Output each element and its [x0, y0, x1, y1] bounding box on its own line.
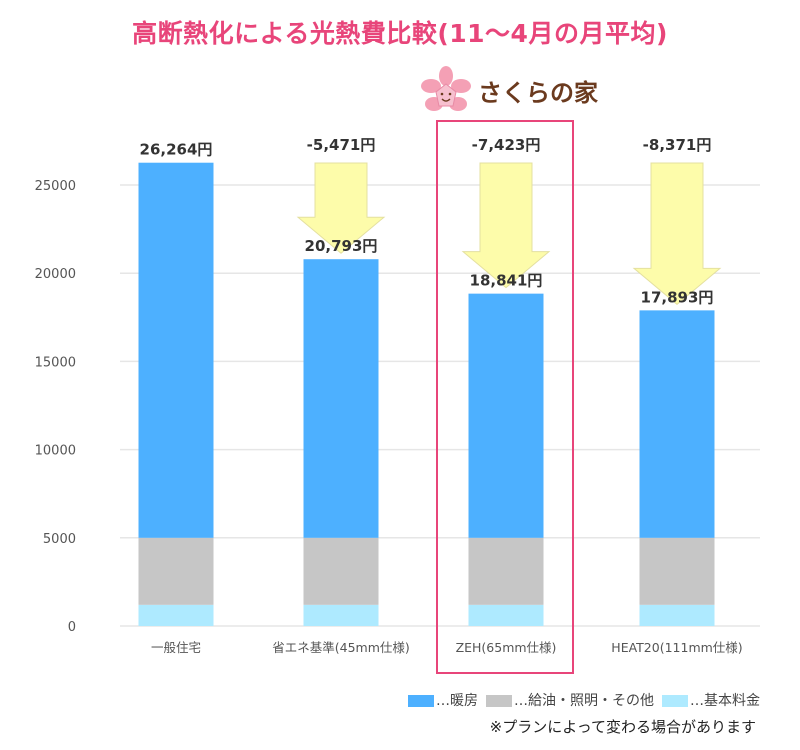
- logo-text: さくらの家: [478, 78, 598, 107]
- footnote: ※プランによって変わる場合があります: [489, 718, 756, 736]
- legend-swatch: [662, 695, 688, 707]
- x-tick-label: ZEH(65mm仕様): [456, 640, 557, 655]
- highlight-box: [436, 120, 574, 674]
- legend-prefix: …: [436, 693, 450, 709]
- legend-swatch: [408, 695, 434, 707]
- x-tick-label: HEAT20(111mm仕様): [611, 640, 742, 655]
- x-tick-label: 一般住宅: [151, 640, 201, 655]
- bar-segment: [138, 537, 214, 605]
- difference-label: -8,371円: [643, 136, 712, 154]
- y-tick-label: 25000: [35, 179, 76, 194]
- y-tick-label: 5000: [43, 532, 76, 547]
- reduction-arrow: [296, 162, 386, 254]
- legend: …暖房 …給油・照明・その他 …基本料金: [408, 690, 760, 710]
- chart-title: 高断熱化による光熱費比較(11～4月の月平均): [132, 19, 668, 48]
- legend-prefix: …: [514, 693, 528, 709]
- bar-segment: [303, 259, 379, 538]
- logo: さくらの家: [420, 66, 598, 114]
- legend-prefix: …: [690, 693, 704, 709]
- y-tick-label: 0: [68, 620, 76, 635]
- bar-segment: [303, 604, 379, 626]
- x-tick-label: 省エネ基準(45mm仕様): [272, 640, 410, 655]
- y-tick-label: 15000: [35, 355, 76, 370]
- bar-segment: [468, 537, 544, 605]
- total-label: 17,893円: [641, 288, 714, 306]
- total-label: 20,793円: [305, 237, 378, 255]
- reduction-arrow: [461, 162, 551, 289]
- legend-label: 暖房: [450, 693, 478, 709]
- bar-segment: [639, 310, 715, 538]
- bar-segment: [468, 293, 544, 538]
- bar-segment: [639, 537, 715, 605]
- legend-item-other: …給油・照明・その他: [486, 690, 654, 710]
- legend-label: 給油・照明・その他: [528, 693, 654, 709]
- legend-label: 基本料金: [704, 693, 760, 709]
- legend-item-heating: …暖房: [408, 690, 478, 710]
- reduction-arrow: [632, 162, 722, 306]
- bar-segment: [468, 604, 544, 626]
- difference-label: -7,423円: [472, 136, 541, 154]
- legend-item-base: …基本料金: [662, 690, 760, 710]
- legend-swatch: [486, 695, 512, 707]
- difference-label: -5,471円: [307, 136, 376, 154]
- y-tick-label: 20000: [35, 267, 76, 282]
- bar-segment: [639, 604, 715, 626]
- y-tick-label: 10000: [35, 444, 76, 459]
- bar-segment: [138, 604, 214, 626]
- total-label: 26,264円: [140, 141, 213, 159]
- total-label: 18,841円: [470, 272, 543, 290]
- bar-segment: [303, 537, 379, 605]
- bar-segment: [138, 162, 214, 538]
- sakura-icon: [421, 66, 471, 111]
